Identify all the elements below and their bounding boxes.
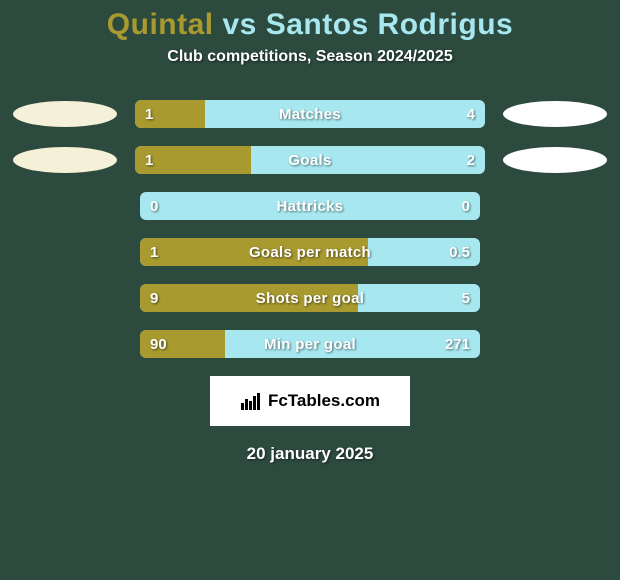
date-text: 20 january 2025	[0, 444, 620, 464]
player1-marker	[13, 147, 117, 173]
stat-label: Hattricks	[140, 192, 480, 220]
stats-bars: 1Matches4 1Goals2 0Hattricks0 1Goals per ma…	[0, 100, 620, 358]
page-title: Quintal vs Santos Rodrigus	[0, 0, 620, 48]
subtitle: Club competitions, Season 2024/2025	[0, 48, 620, 66]
stat-row: 1Goals2	[0, 146, 620, 174]
logo-box: FcTables.com	[210, 376, 410, 426]
stat-value-right: 271	[445, 330, 470, 358]
stat-label: Shots per goal	[140, 284, 480, 312]
stat-label: Goals per match	[140, 238, 480, 266]
stat-bar: 9Shots per goal5	[140, 284, 480, 312]
title-player1: Quintal	[107, 8, 214, 41]
stat-bar: 1Matches4	[135, 100, 485, 128]
player2-marker	[503, 101, 607, 127]
stat-label: Matches	[135, 100, 485, 128]
stat-bar: 90Min per goal271	[140, 330, 480, 358]
stat-value-right: 4	[467, 100, 475, 128]
stat-row: 0Hattricks0	[0, 192, 620, 220]
stat-label: Goals	[135, 146, 485, 174]
comparison-infographic: Quintal vs Santos Rodrigus Club competit…	[0, 0, 620, 580]
stat-bar: 1Goals2	[135, 146, 485, 174]
stat-row: 9Shots per goal5	[0, 284, 620, 312]
stat-row: 90Min per goal271	[0, 330, 620, 358]
stat-row: 1Goals per match0.5	[0, 238, 620, 266]
stat-bar: 1Goals per match0.5	[140, 238, 480, 266]
stat-bar: 0Hattricks0	[140, 192, 480, 220]
title-player2: Santos Rodrigus	[266, 8, 514, 41]
bars-chart-icon	[240, 391, 262, 411]
stat-value-right: 0.5	[449, 238, 470, 266]
title-vs: vs	[222, 8, 256, 41]
stat-label: Min per goal	[140, 330, 480, 358]
stat-value-right: 0	[462, 192, 470, 220]
stat-row: 1Matches4	[0, 100, 620, 128]
logo-text: FcTables.com	[268, 391, 380, 411]
player2-marker	[503, 147, 607, 173]
player1-marker	[13, 101, 117, 127]
stat-value-right: 2	[467, 146, 475, 174]
stat-value-right: 5	[462, 284, 470, 312]
